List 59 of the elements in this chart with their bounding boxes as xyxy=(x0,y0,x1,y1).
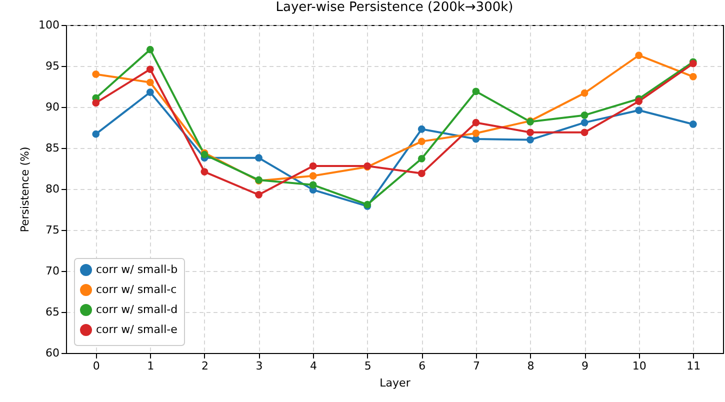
x-tick-label: 9 xyxy=(582,360,589,372)
point xyxy=(92,130,100,138)
x-tick-label: 11 xyxy=(686,360,701,372)
point xyxy=(418,138,426,146)
point xyxy=(309,162,317,170)
y-tick-label: 65 xyxy=(46,306,60,318)
point xyxy=(309,172,317,180)
point xyxy=(255,191,262,198)
legend-label: corr w/ small-e xyxy=(96,323,178,336)
chart-title: Layer-wise Persistence (200k→300k) xyxy=(276,0,514,15)
point xyxy=(418,154,426,162)
point xyxy=(580,128,588,136)
x-axis-title: Layer xyxy=(380,376,411,390)
point xyxy=(580,89,588,97)
y-axis-title: Persistence (%) xyxy=(18,146,32,232)
point xyxy=(580,112,588,119)
point xyxy=(689,72,697,80)
point xyxy=(146,88,154,96)
legend-label: corr w/ small-b xyxy=(96,263,178,276)
point xyxy=(472,118,480,126)
point xyxy=(146,46,154,54)
point xyxy=(635,52,643,60)
point xyxy=(689,120,697,128)
point xyxy=(418,170,426,178)
point xyxy=(92,99,100,107)
y-tick-label: 100 xyxy=(38,18,60,32)
x-tick-label: 3 xyxy=(256,360,263,372)
point xyxy=(146,66,154,73)
legend-label: corr w/ small-d xyxy=(96,303,178,316)
x-tick-label: 4 xyxy=(310,360,318,372)
point xyxy=(418,125,426,133)
point xyxy=(580,118,588,126)
y-tick-label: 90 xyxy=(46,100,60,114)
point xyxy=(526,136,534,144)
point xyxy=(255,154,262,162)
x-tick-label: 1 xyxy=(147,360,154,372)
point xyxy=(146,78,154,86)
x-tick-label: 7 xyxy=(472,360,480,372)
point xyxy=(635,106,643,114)
point xyxy=(526,128,534,136)
x-tick-label: 0 xyxy=(92,360,100,372)
point xyxy=(200,168,208,176)
point xyxy=(309,181,317,189)
y-tick-label: 75 xyxy=(46,224,60,236)
point xyxy=(472,88,480,96)
y-tick-label: 85 xyxy=(46,142,60,154)
x-tick-label: 5 xyxy=(364,360,372,372)
x-tick-label: 10 xyxy=(632,360,646,372)
x-tick-label: 2 xyxy=(201,360,208,372)
y-tick-label: 60 xyxy=(46,346,60,360)
point xyxy=(472,130,480,137)
x-tick-label: 8 xyxy=(527,360,534,372)
y-tick-label: 80 xyxy=(46,182,60,196)
x-tick-label: 6 xyxy=(418,360,426,372)
point xyxy=(635,98,643,105)
y-tick-label: 70 xyxy=(46,264,60,278)
point xyxy=(92,70,100,78)
legend-label: corr w/ small-c xyxy=(96,283,177,296)
y-tick-label: 95 xyxy=(46,60,60,72)
